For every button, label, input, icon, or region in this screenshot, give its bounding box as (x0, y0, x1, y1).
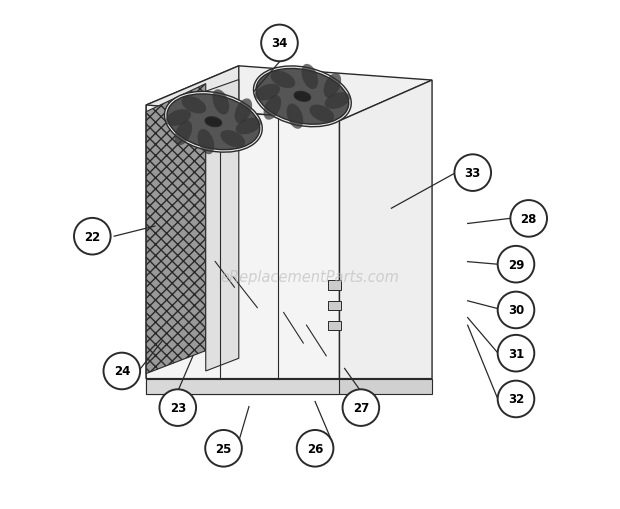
Circle shape (343, 389, 379, 426)
Circle shape (297, 430, 334, 467)
Ellipse shape (294, 92, 311, 102)
Text: 32: 32 (508, 392, 524, 406)
Text: eReplacementParts.com: eReplacementParts.com (221, 270, 399, 285)
Polygon shape (146, 106, 340, 379)
Polygon shape (239, 379, 432, 394)
Ellipse shape (182, 97, 206, 115)
Circle shape (498, 335, 534, 372)
Text: 23: 23 (170, 401, 186, 414)
Circle shape (104, 353, 140, 389)
Ellipse shape (301, 65, 318, 90)
Ellipse shape (286, 104, 303, 130)
Ellipse shape (270, 71, 295, 89)
Circle shape (454, 155, 491, 191)
Text: 24: 24 (113, 365, 130, 378)
Text: 27: 27 (353, 401, 369, 414)
Circle shape (498, 246, 534, 283)
Text: 33: 33 (464, 167, 481, 180)
Polygon shape (146, 67, 239, 379)
Ellipse shape (164, 92, 262, 153)
Ellipse shape (325, 93, 350, 109)
Circle shape (498, 381, 534, 417)
Circle shape (498, 292, 534, 329)
Ellipse shape (205, 118, 222, 128)
Text: 28: 28 (521, 212, 537, 225)
Text: 31: 31 (508, 347, 524, 360)
Polygon shape (206, 80, 239, 371)
Circle shape (205, 430, 242, 467)
Text: 25: 25 (215, 442, 232, 455)
Polygon shape (146, 379, 239, 394)
Ellipse shape (166, 110, 191, 127)
Polygon shape (340, 81, 432, 379)
Ellipse shape (264, 96, 281, 121)
Polygon shape (146, 379, 340, 394)
Ellipse shape (175, 121, 192, 146)
Polygon shape (329, 281, 340, 290)
Ellipse shape (198, 130, 215, 155)
Ellipse shape (254, 67, 352, 127)
Circle shape (510, 201, 547, 237)
Circle shape (261, 25, 298, 62)
Ellipse shape (309, 105, 334, 123)
Text: 26: 26 (307, 442, 323, 455)
Ellipse shape (324, 74, 341, 98)
Ellipse shape (256, 69, 348, 125)
Text: 22: 22 (84, 230, 100, 243)
Text: 34: 34 (272, 37, 288, 50)
Ellipse shape (236, 119, 261, 135)
Circle shape (74, 218, 110, 255)
Text: 29: 29 (508, 258, 524, 271)
Circle shape (159, 389, 196, 426)
Ellipse shape (167, 95, 260, 150)
Polygon shape (329, 322, 340, 331)
Polygon shape (146, 67, 432, 122)
Polygon shape (146, 84, 206, 374)
Ellipse shape (255, 84, 280, 101)
Ellipse shape (213, 90, 229, 116)
Polygon shape (329, 301, 340, 310)
Ellipse shape (234, 99, 252, 124)
Ellipse shape (221, 131, 245, 148)
Text: 30: 30 (508, 304, 524, 317)
